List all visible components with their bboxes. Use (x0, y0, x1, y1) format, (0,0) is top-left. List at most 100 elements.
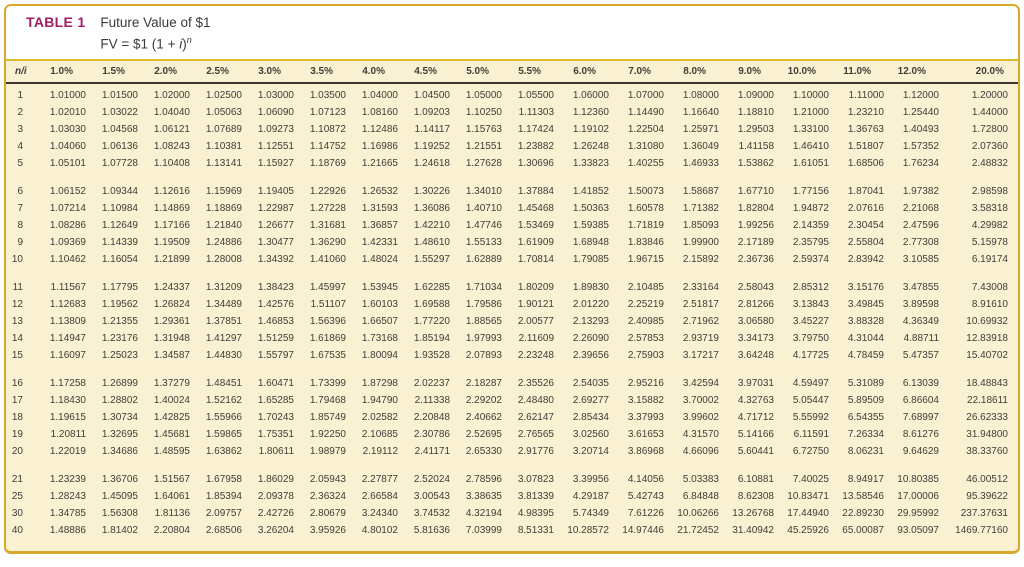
factor-cell: 1.10250 (465, 106, 502, 118)
factor-cell: 1.23210 (847, 106, 884, 118)
factor-cell: 1.51107 (310, 298, 346, 310)
factor-cell: 1.80094 (361, 349, 398, 361)
factor-cell: 1.02010 (49, 106, 86, 118)
table-row: 8 1.08286 1.12649 1.17166 1.21840 1.26677 1.31… (6, 217, 1018, 234)
factor-cell: 1.22019 (49, 445, 86, 457)
factor-cell: 1.04500 (413, 89, 450, 101)
factor-cell: 3.06580 (737, 315, 774, 327)
factor-cell: 1.17258 (49, 377, 86, 389)
factor-cell: 1.11000 (848, 89, 884, 101)
factor-cell: 2.17189 (737, 236, 774, 248)
factor-cell: 1.97993 (465, 332, 502, 344)
factor-cell: 3.61653 (627, 428, 664, 440)
factor-cell: 21.72452 (677, 524, 719, 536)
factor-cell: 1.48595 (153, 445, 190, 457)
factor-cell: 18.48843 (966, 377, 1008, 389)
period-cell: 3 (17, 123, 23, 135)
column-header: 7.0% (609, 60, 664, 84)
table-row: 5 1.05101 1.07728 1.10408 1.13141 1.15927 1.18… (6, 155, 1018, 172)
factor-cell: 1.65285 (257, 394, 294, 406)
factor-cell: 1.41060 (309, 253, 346, 265)
factor-cell: 1.71034 (465, 281, 502, 293)
factor-cell: 1.18869 (205, 202, 242, 214)
factor-cell: 1.21840 (205, 219, 242, 231)
factor-cell: 1.34587 (153, 349, 190, 361)
factor-cell: 7.61226 (627, 507, 664, 519)
factor-cell: 4.78459 (847, 349, 884, 361)
factor-cell: 1.16054 (101, 253, 138, 265)
factor-cell: 2.20804 (153, 524, 190, 536)
factor-cell: 1.19509 (153, 236, 190, 248)
factor-cell: 10.28572 (567, 524, 609, 536)
factor-cell: 2.11338 (414, 394, 450, 406)
factor-cell: 2.09757 (205, 507, 242, 519)
factor-cell: 1.24618 (413, 157, 450, 169)
factor-cell: 1.11303 (518, 106, 554, 118)
column-header: 1.0% (34, 60, 86, 84)
factor-cell: 1.46933 (682, 157, 719, 169)
factor-cell: 1.12486 (361, 123, 398, 135)
factor-cell: 3.34173 (737, 332, 774, 344)
factor-cell: 1.21899 (153, 253, 190, 265)
table-row: 25 1.28243 1.45095 1.64061 1.85394 2.09378 2.3… (6, 488, 1018, 505)
period-cell: 2 (17, 106, 23, 118)
factor-cell: 10.83471 (787, 490, 829, 502)
factor-cell: 1.47746 (465, 219, 502, 231)
factor-cell: 2.42726 (257, 507, 294, 519)
factor-cell: 1.15969 (205, 185, 242, 197)
factor-cell: 8.51331 (517, 524, 554, 536)
table-row: 21 1.23239 1.36706 1.51567 1.67958 1.86029 2.0… (6, 471, 1018, 488)
factor-cell: 1.67958 (205, 473, 242, 485)
factor-cell: 1.76234 (902, 157, 939, 169)
factor-cell: 2.13293 (572, 315, 609, 327)
factor-cell: 1.38423 (257, 281, 294, 293)
factor-cell: 1.31681 (309, 219, 346, 231)
factor-cell: 1.19405 (257, 185, 294, 197)
title-block: Future Value of $1 FV = $1 (1 + i)n (100, 14, 210, 54)
factor-cell: 5.89509 (847, 394, 884, 406)
table-row: 2 1.02010 1.03022 1.04040 1.05063 1.06090 1.07… (6, 104, 1018, 121)
factor-cell: 3.38635 (465, 490, 502, 502)
factor-cell: 6.13039 (902, 377, 939, 389)
factor-cell: 1.06121 (153, 123, 190, 135)
factor-cell: 2.30454 (847, 219, 884, 231)
factor-cell: 1.99256 (737, 219, 774, 231)
factor-cell: 3.47855 (902, 281, 939, 293)
factor-cell: 1.45997 (309, 281, 346, 293)
factor-cell: 1.07728 (101, 157, 138, 169)
factor-cell: 1.26532 (361, 185, 398, 197)
table-row: 12 1.12683 1.19562 1.26824 1.34489 1.42576 1.5… (6, 296, 1018, 313)
factor-cell: 1.06136 (101, 140, 138, 152)
factor-cell: 3.99602 (682, 411, 719, 423)
factor-cell: 1.55966 (205, 411, 242, 423)
factor-cell: 3.26204 (257, 524, 294, 536)
factor-cell: 237.37631 (960, 507, 1008, 519)
factor-cell: 1.97382 (902, 185, 939, 197)
factor-cell: 1.41852 (572, 185, 609, 197)
factor-cell: 1.05063 (205, 106, 242, 118)
factor-cell: 1.86029 (257, 473, 294, 485)
column-header: 3.0% (242, 60, 294, 84)
period-cell: 15 (11, 349, 23, 361)
factor-cell: 46.00512 (966, 473, 1008, 485)
factor-cell: 1.31209 (205, 281, 242, 293)
factor-cell: 1.20000 (971, 89, 1008, 101)
factor-cell: 1.16097 (49, 349, 86, 361)
factor-cell: 3.15882 (627, 394, 664, 406)
factor-cell: 1.09273 (257, 123, 294, 135)
table-header: TABLE 1 Future Value of $1 FV = $1 (1 + … (6, 6, 1018, 59)
factor-cell: 2.36324 (309, 490, 346, 502)
factor-cell: 1.67535 (309, 349, 346, 361)
factor-cell: 3.86968 (627, 445, 664, 457)
factor-cell: 1.51567 (153, 473, 190, 485)
factor-cell: 1.42331 (361, 236, 398, 248)
factor-cell: 2.48480 (517, 394, 554, 406)
table-row: 11 1.11567 1.17795 1.24337 1.31209 1.38423 1.4… (6, 279, 1018, 296)
factor-cell: 1.09344 (101, 185, 138, 197)
factor-cell: 1.08243 (153, 140, 190, 152)
factor-cell: 7.43008 (971, 281, 1008, 293)
factor-cell: 1.13141 (205, 157, 242, 169)
factor-cell: 2.80679 (309, 507, 346, 519)
factor-cell: 1.66507 (361, 315, 398, 327)
factor-cell: 1.14947 (49, 332, 86, 344)
